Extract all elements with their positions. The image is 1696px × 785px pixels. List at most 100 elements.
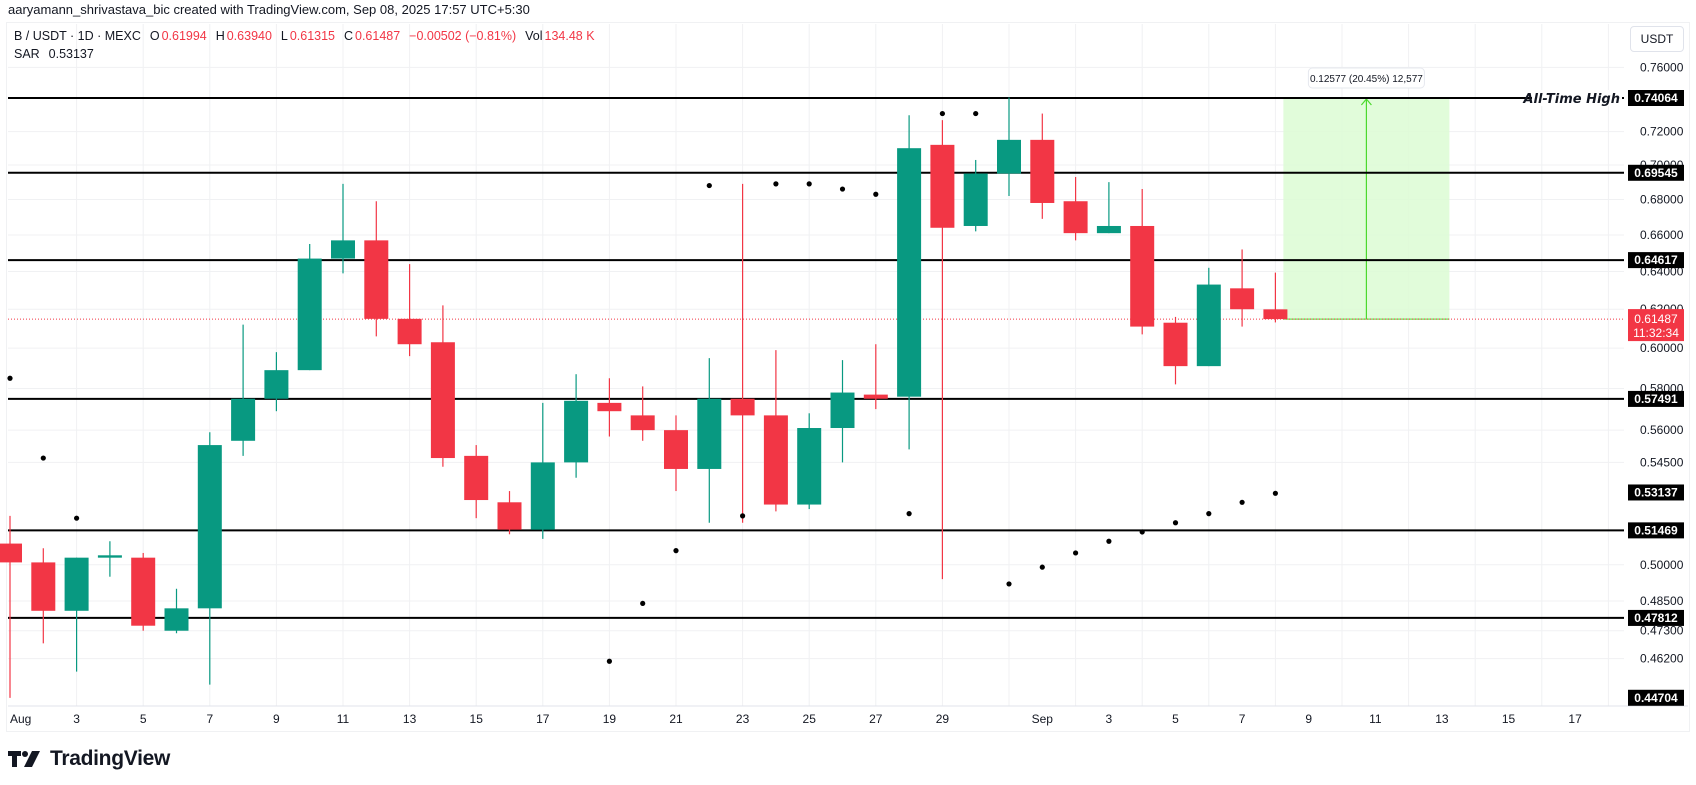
candle-body [997, 139, 1021, 174]
tradingview-logo[interactable]: TradingView [8, 747, 170, 771]
open-label: O [149, 29, 160, 43]
candle[interactable] [497, 491, 522, 535]
symbol-title[interactable]: B / USDT · 1D · MEXC [14, 29, 141, 43]
candle[interactable] [1163, 316, 1188, 385]
time-axis-label: 25 [803, 712, 817, 726]
candle-body [31, 562, 56, 611]
sar-indicator-label[interactable]: SAR [14, 47, 40, 61]
high-label: H [215, 29, 225, 43]
candle[interactable] [697, 358, 722, 523]
candle-body [1096, 225, 1121, 234]
candle[interactable] [530, 402, 555, 539]
time-axis-label: 15 [1502, 712, 1516, 726]
candle[interactable] [863, 344, 888, 410]
time-axis-label: 7 [1239, 712, 1246, 726]
currency-unit-button[interactable]: USDT [1630, 26, 1684, 52]
candle-body [97, 555, 122, 558]
time-axis-label: 15 [470, 712, 484, 726]
candle[interactable] [564, 374, 589, 478]
candle[interactable] [664, 415, 688, 492]
candle-body [331, 240, 355, 259]
candle-body [1030, 139, 1055, 203]
candle[interactable] [1096, 182, 1121, 234]
candle[interactable] [464, 445, 489, 519]
candle[interactable] [364, 201, 389, 337]
candle[interactable] [1230, 249, 1255, 327]
candle[interactable] [197, 432, 222, 685]
sar-dot [839, 186, 846, 192]
candle[interactable] [1063, 176, 1088, 241]
candle-body [264, 370, 289, 399]
price-level-tag [1628, 609, 1684, 626]
high-value: 0.63940 [226, 29, 272, 43]
candle[interactable] [1130, 189, 1155, 335]
sar-dot [1272, 490, 1278, 496]
sar-dot [973, 110, 979, 117]
candle[interactable] [331, 183, 355, 274]
time-axis-label: 3 [73, 712, 80, 726]
candle[interactable] [1263, 272, 1288, 323]
candle[interactable] [231, 324, 256, 456]
sar-dot [1073, 550, 1079, 556]
time-axis[interactable]: Aug 3 5 7 9 11 13 15 17 19 21 23 25 27 29 Sep 3 5 7 9 11 13 15… [10, 712, 1582, 726]
low-value: 0.61315 [289, 29, 336, 43]
candle[interactable] [763, 350, 788, 512]
time-axis-label: 17 [536, 712, 550, 726]
candle[interactable] [0, 515, 22, 698]
candle[interactable] [430, 305, 455, 467]
candle[interactable] [730, 183, 755, 523]
price-axis[interactable]: 0.760000.720000.700000.680000.660000.640… [1628, 60, 1684, 706]
candle[interactable] [97, 541, 122, 577]
sar-dot [40, 455, 46, 461]
parabolic-sar [7, 110, 1278, 664]
candle[interactable] [64, 557, 89, 672]
candle-body [1263, 309, 1288, 320]
candle-body [297, 258, 322, 371]
price-axis-label: 0.60000 [1640, 341, 1684, 355]
candle-body [64, 557, 89, 611]
candle[interactable] [31, 548, 56, 644]
time-axis-label: 13 [1435, 712, 1449, 726]
candle[interactable] [897, 115, 922, 450]
price-axis-label: 0.66000 [1640, 228, 1684, 242]
candle[interactable] [630, 386, 655, 441]
time-axis-label: 23 [736, 712, 750, 726]
candle[interactable] [797, 413, 822, 510]
candle[interactable] [930, 120, 955, 580]
candle-body [863, 394, 888, 399]
candle[interactable] [830, 360, 855, 463]
candle[interactable] [1030, 113, 1055, 219]
candle-body [497, 502, 522, 530]
candle[interactable] [264, 352, 289, 412]
candle[interactable] [131, 552, 156, 631]
candle[interactable] [297, 243, 322, 371]
chart-pane[interactable] [6, 22, 1690, 732]
candle-body [397, 318, 422, 345]
candle[interactable] [397, 264, 422, 357]
time-axis-label: Sep [1032, 712, 1054, 726]
price-level-tag-text: 0.44704 [1634, 691, 1678, 705]
candle-body [464, 455, 489, 501]
sar-dot [606, 658, 613, 664]
candle-body [963, 173, 988, 226]
candle-body [1130, 225, 1155, 327]
candle[interactable] [597, 378, 622, 437]
candle-body [430, 342, 455, 459]
price-axis-label: 0.50000 [1640, 558, 1684, 572]
candle-body [564, 400, 589, 463]
price-level-tag-text: 0.53137 [1634, 485, 1678, 499]
candle[interactable] [997, 97, 1021, 196]
candles [0, 97, 1288, 698]
candle-body [763, 415, 788, 505]
candle-body [797, 428, 822, 505]
candle[interactable] [963, 159, 988, 232]
sar-dot [1172, 520, 1179, 526]
sar-dot [1239, 499, 1245, 505]
candle[interactable] [1196, 267, 1221, 367]
candle-body [164, 608, 189, 631]
price-axis-label: 0.54500 [1640, 455, 1684, 469]
candle[interactable] [164, 588, 189, 634]
candle-body [197, 445, 222, 609]
time-axis-label: 9 [1305, 712, 1312, 726]
